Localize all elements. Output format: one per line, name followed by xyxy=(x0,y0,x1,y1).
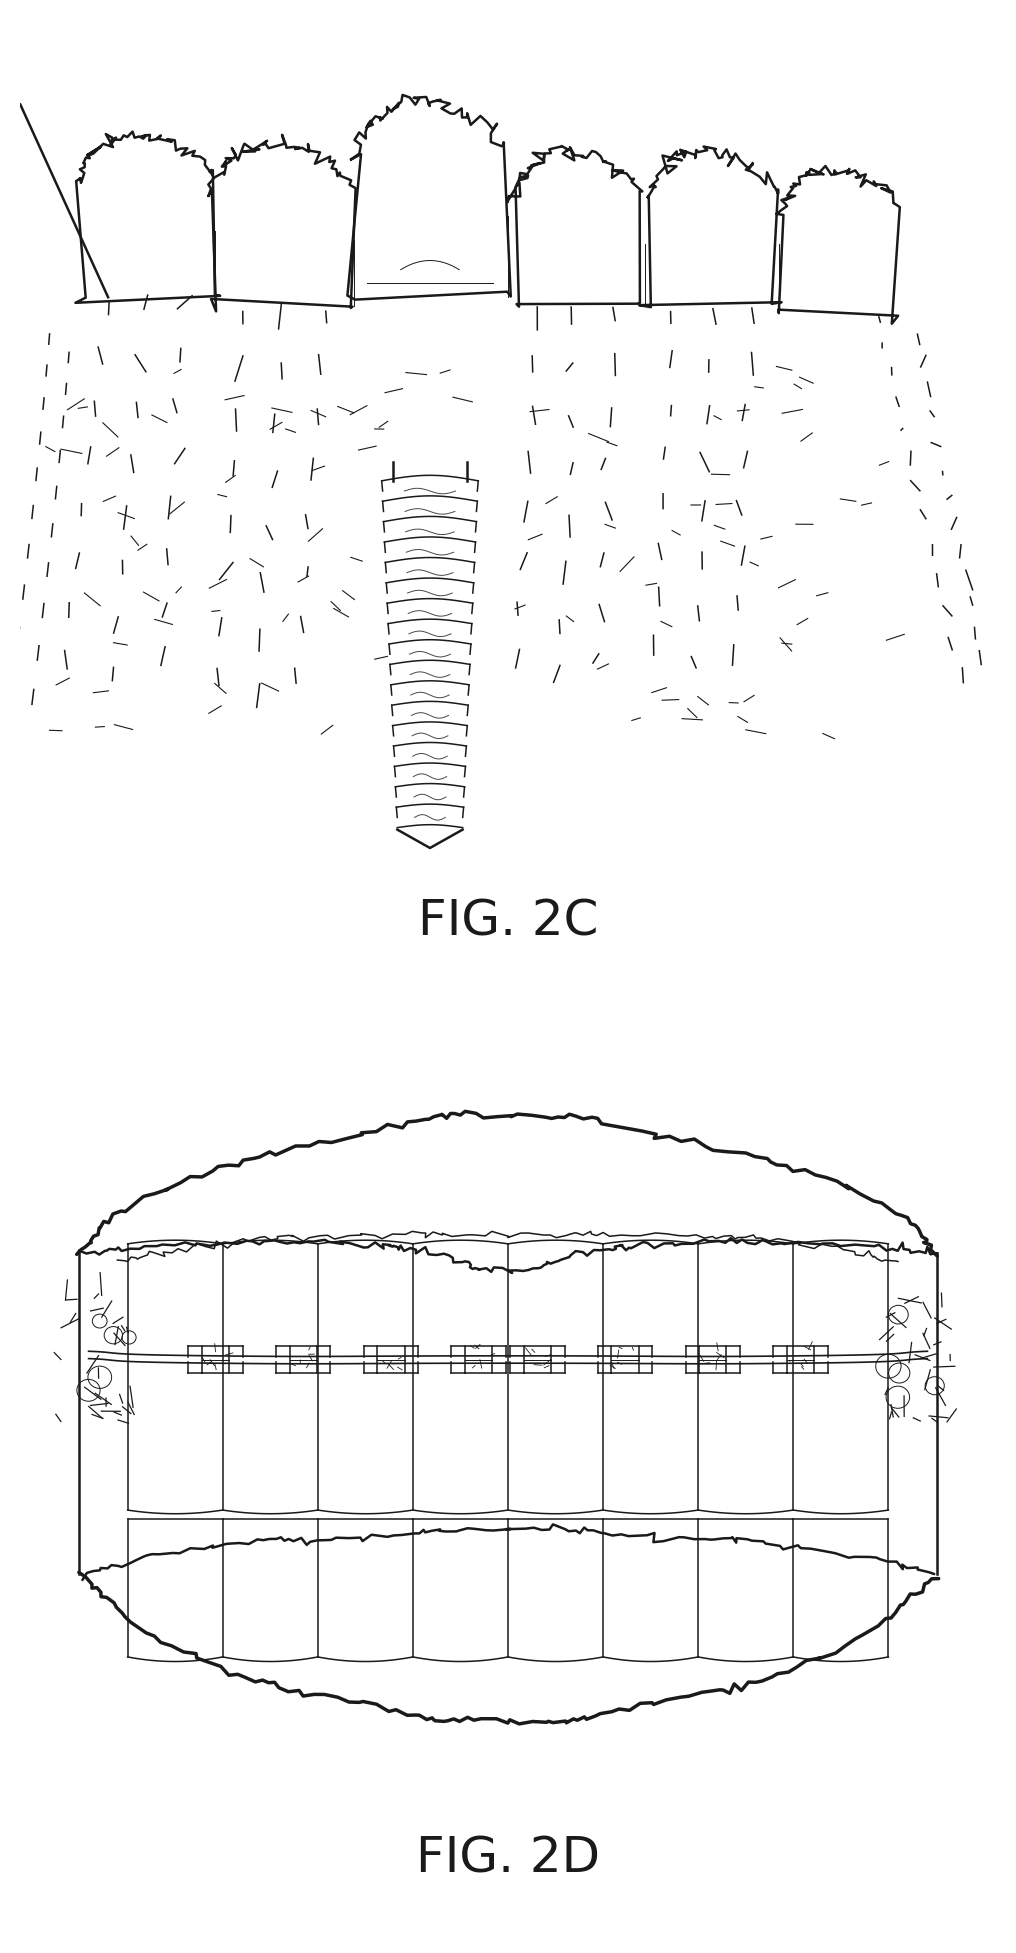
Text: FIG. 2C: FIG. 2C xyxy=(418,898,598,945)
Text: FIG. 2D: FIG. 2D xyxy=(416,1836,600,1883)
